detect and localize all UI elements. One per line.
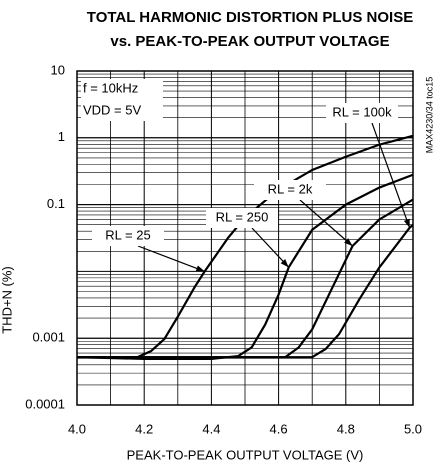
legend-label: RL = 2k [268,181,313,196]
x-axis-label: PEAK-TO-PEAK OUTPUT VOLTAGE (V) [127,447,364,462]
x-tick-label: 4.2 [135,421,153,436]
annotation-box [81,79,163,121]
y-tick-label: 10 [51,62,65,77]
annotation: VDD = 5V [83,102,141,117]
arrow [299,199,353,247]
x-tick-label: 4.6 [270,421,288,436]
line [76,173,414,360]
y-axis-label: THD+N (%) [0,266,14,334]
legend-label: RL = 250 [216,209,269,224]
y-tick-label: 1 [58,129,65,144]
annotation: f = 10kHz [83,80,138,95]
y-tick-label: 0.001 [32,330,65,345]
arrow-head [195,265,205,272]
arrow [251,227,290,268]
side-note: MAX4230/34 toc15 [424,77,434,154]
y-tick-label: 0.1 [47,196,65,211]
legend-label: RL = 25 [105,227,150,242]
arrow-head [280,259,289,268]
plot-frame [76,70,414,406]
arrow [371,122,411,228]
x-tick-label: 5.0 [404,421,422,436]
x-tick-label: 4.8 [337,421,355,436]
line [77,223,414,359]
chart-title: vs. PEAK-TO-PEAK OUTPUT VOLTAGE [110,33,389,50]
arrow-head [344,238,353,247]
x-tick-label: 4.0 [68,421,86,436]
x-tick-label: 4.4 [202,421,220,436]
line [77,134,414,359]
legend-box [92,226,164,246]
y-tick-label: 0.0001 [25,396,65,411]
arrow-head [403,218,410,228]
chart-title: TOTAL HARMONIC DISTORTION PLUS NOISE [87,9,413,26]
arrow [137,245,205,272]
legend-box [254,180,326,200]
legend-box [326,103,398,123]
legend-label: RL = 100k [332,104,392,119]
legend-box [206,208,278,228]
